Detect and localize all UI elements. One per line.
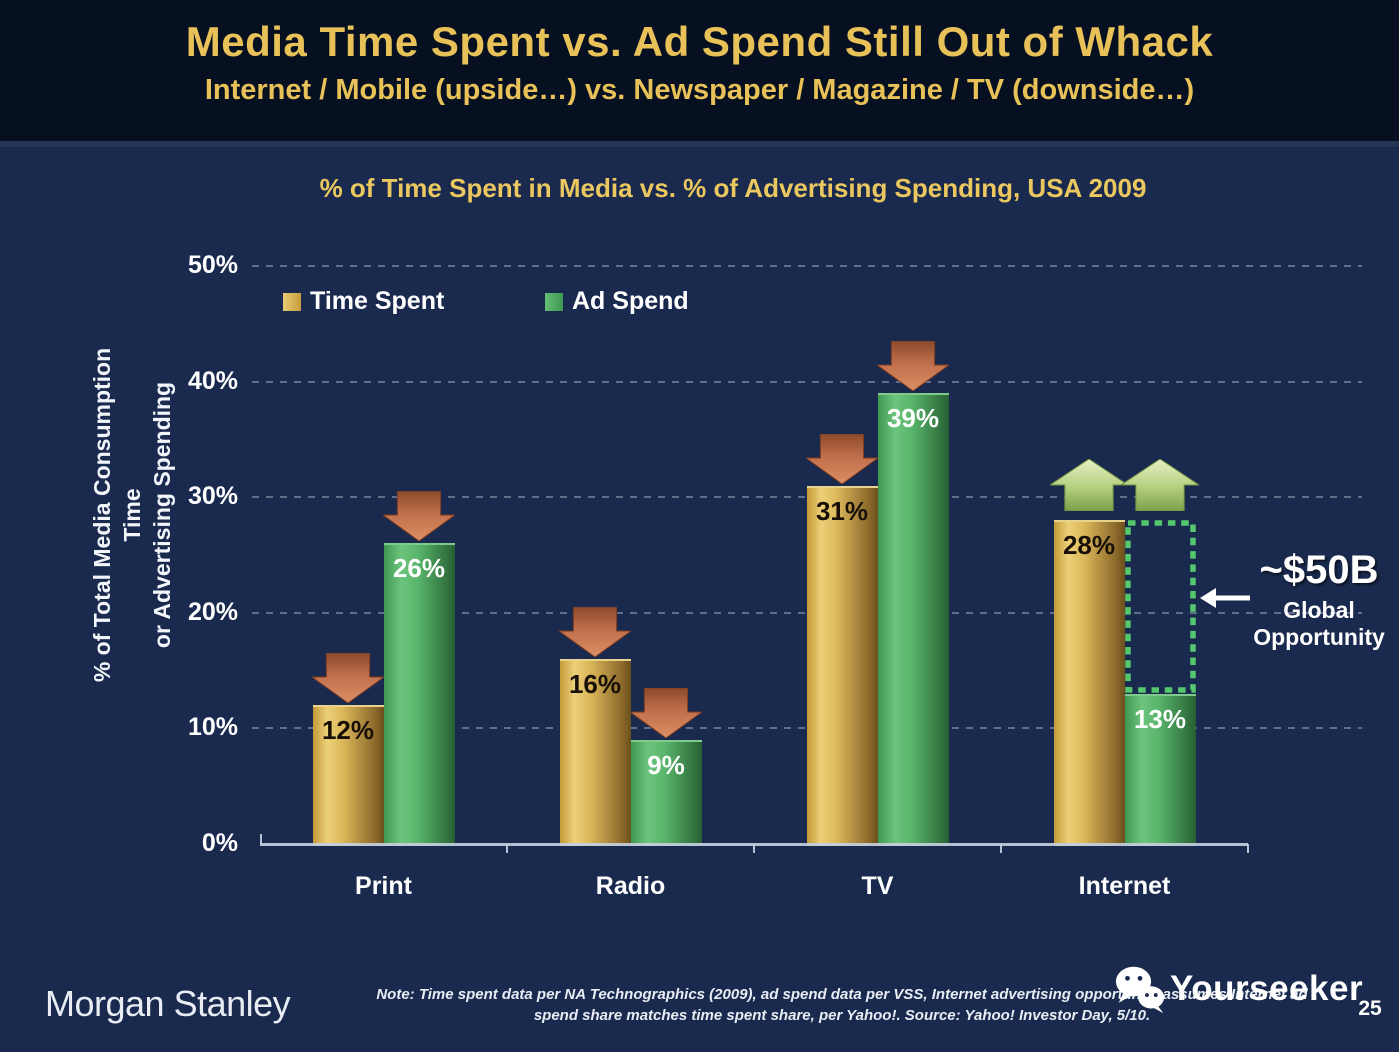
x-axis-tick	[1000, 844, 1002, 853]
x-axis-tick	[506, 844, 508, 853]
x-axis-tick	[1247, 844, 1249, 853]
bar-ad-spend-print	[383, 543, 455, 846]
bar-time-spent-tv	[806, 485, 878, 846]
x-axis-label-internet: Internet	[1078, 872, 1171, 900]
x-axis-label-print: Print	[355, 872, 412, 900]
y-tick-label-10%: 10%	[187, 713, 238, 742]
legend-label-time-spent: Time Spent	[310, 287, 445, 315]
bar-ad-spend-tv	[877, 393, 949, 846]
slide-header	[0, 0, 1399, 141]
opportunity-box	[1124, 520, 1196, 694]
page-number: 25	[1358, 997, 1382, 1020]
bar-value-label-time-spent-internet: 28%	[1062, 530, 1116, 561]
y-tick-label-20%: 20%	[187, 597, 238, 626]
y-tick-label-40%: 40%	[187, 366, 238, 395]
trend-down-arrow-icon-print-ad-spend	[383, 491, 455, 542]
trend-down-arrow-icon-print-time-spent	[312, 653, 384, 704]
bar-time-spent-internet	[1053, 520, 1125, 846]
gridline-40%	[252, 380, 1362, 383]
bar-value-label-ad-spend-tv: 39%	[886, 403, 940, 434]
bar-value-label-ad-spend-radio: 9%	[647, 749, 685, 780]
bar-value-label-ad-spend-internet: 13%	[1133, 703, 1187, 734]
chart-title: % of Time Spent in Media vs. % of Advert…	[319, 173, 1147, 203]
slide-title: Media Time Spent vs. Ad Spend Still Out …	[185, 18, 1214, 65]
gridline-50%	[252, 265, 1362, 267]
wechat-icon	[1115, 966, 1165, 1014]
y-axis-stub	[260, 834, 262, 844]
bar-ad-spend-radio	[630, 739, 702, 846]
y-tick-label-50%: 50%	[187, 251, 238, 279]
y-axis-title: % of Total Media Consumption Time or Adv…	[87, 335, 175, 695]
bar-value-label-time-spent-tv: 31%	[815, 495, 869, 526]
trend-down-arrow-icon-tv-time-spent	[806, 433, 878, 484]
source-note-line1: Note: Time spent data per NA Technograph…	[376, 986, 1308, 1003]
brand-logo: Morgan Stanley	[45, 983, 291, 1024]
legend-swatch-time-spent	[283, 292, 301, 311]
source-note: Note: Time spent data per NA Technograph…	[318, 984, 1366, 1026]
bar-value-label-time-spent-print: 12%	[321, 715, 375, 746]
y-axis-title-line1: % of Total Media Consumption Time	[89, 347, 145, 683]
bar-ad-spend-internet	[1124, 693, 1196, 846]
trend-down-arrow-icon-tv-ad-spend	[877, 341, 949, 392]
source-note-line2: spend share matches time spent share, pe…	[533, 1007, 1151, 1024]
trend-down-arrow-icon-radio-ad-spend	[630, 687, 702, 738]
legend-label-ad-spend: Ad Spend	[572, 287, 689, 315]
bar-value-label-time-spent-radio: 16%	[568, 669, 622, 700]
x-axis-label-radio: Radio	[595, 872, 666, 900]
legend-item-ad-spend: Ad Spend	[545, 287, 689, 316]
bar-time-spent-print	[312, 705, 384, 846]
trend-down-arrow-icon-radio-time-spent	[559, 607, 631, 658]
header-divider	[0, 141, 1399, 147]
trend-up-arrow-icon-internet-time-spent	[1050, 459, 1128, 512]
x-axis-label-tv: TV	[861, 872, 894, 900]
x-axis-tick	[753, 844, 755, 853]
trend-up-arrow-icon-internet-ad-spend	[1121, 459, 1199, 512]
legend-item-time-spent: Time Spent	[283, 287, 444, 316]
opportunity-label-line1: Global	[1283, 597, 1355, 623]
watermark-text: Yourseeker	[1170, 969, 1364, 1008]
slide-subtitle: Internet / Mobile (upside…) vs. Newspape…	[204, 74, 1195, 106]
opportunity-label-line2: Opportunity	[1253, 624, 1385, 650]
bar-time-spent-radio	[559, 659, 631, 846]
watermark: Yourseeker	[1112, 964, 1363, 1014]
bar-value-label-ad-spend-print: 26%	[392, 553, 446, 584]
opportunity-value: ~$50B	[1259, 548, 1379, 592]
y-tick-label-30%: 30%	[187, 482, 238, 511]
y-tick-label-0%: 0%	[201, 829, 238, 857]
left-arrow-icon	[1200, 588, 1250, 608]
legend-swatch-ad-spend	[545, 292, 563, 311]
